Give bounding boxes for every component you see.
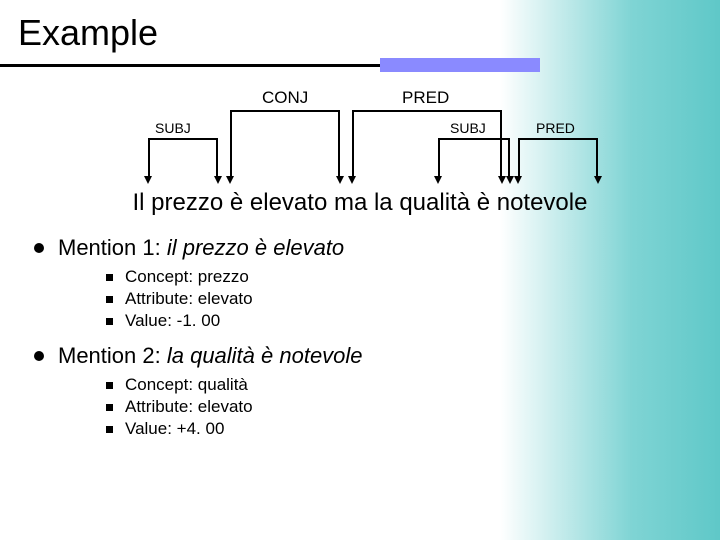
item-key: Concept	[125, 267, 188, 286]
arrow-pred1-r	[498, 176, 506, 184]
arrow-subj2-r	[506, 176, 514, 184]
item-val: elevato	[198, 397, 253, 416]
mention-1: Mention 1: il prezzo è elevato	[34, 235, 720, 261]
arrow-subj1-r	[214, 176, 222, 184]
bracket-subj1	[148, 138, 218, 140]
bullet-square-icon	[106, 404, 113, 411]
label-conj: CONJ	[262, 88, 308, 108]
slide-content: Example CONJ PRED SUBJ SUBJ	[0, 0, 720, 439]
bracket-subj2	[438, 138, 510, 140]
mention-1-items: Concept: prezzo Attribute: elevato Value…	[106, 267, 720, 331]
bracket-pred2	[518, 138, 598, 140]
list-item: Value: +4. 00	[106, 419, 720, 439]
bracket-conj	[230, 110, 340, 112]
arrow-pred1-l	[348, 176, 356, 184]
item-val: prezzo	[198, 267, 249, 286]
bullet-list: Mention 1: il prezzo è elevato Concept: …	[34, 235, 720, 439]
bullet-square-icon	[106, 274, 113, 281]
list-item: Concept: prezzo	[106, 267, 720, 287]
item-key: Attribute	[125, 397, 188, 416]
mention-1-text: il prezzo è elevato	[167, 235, 344, 260]
list-item: Attribute: elevato	[106, 397, 720, 417]
arrow-subj1-l	[144, 176, 152, 184]
mention-1-label: Mention 1:	[58, 235, 167, 260]
arrow-conj-l	[226, 176, 234, 184]
bullet-square-icon	[106, 382, 113, 389]
bullet-square-icon	[106, 296, 113, 303]
slide-title: Example	[0, 0, 720, 58]
arrow-subj2-l	[434, 176, 442, 184]
title-underline	[0, 58, 720, 72]
bracket-pred1	[352, 110, 502, 112]
bullet-square-icon	[106, 318, 113, 325]
bullet-dot-icon	[34, 243, 44, 253]
label-subj1: SUBJ	[155, 120, 191, 136]
item-key: Value	[125, 419, 167, 438]
label-pred1: PRED	[402, 88, 449, 108]
list-item: Concept: qualità	[106, 375, 720, 395]
list-item: Attribute: elevato	[106, 289, 720, 309]
label-subj2: SUBJ	[450, 120, 486, 136]
list-item: Value: -1. 00	[106, 311, 720, 331]
bullet-dot-icon	[34, 351, 44, 361]
mention-2-text: la qualità è notevole	[167, 343, 363, 368]
mention-2-items: Concept: qualità Attribute: elevato Valu…	[106, 375, 720, 439]
item-key: Attribute	[125, 289, 188, 308]
item-val: +4. 00	[177, 419, 225, 438]
label-pred2: PRED	[536, 120, 575, 136]
mention-2-label: Mention 2:	[58, 343, 167, 368]
dependency-diagram: CONJ PRED SUBJ SUBJ PRED	[40, 90, 680, 185]
item-key: Concept	[125, 375, 188, 394]
item-val: -1. 00	[177, 311, 220, 330]
arrow-pred2-l	[514, 176, 522, 184]
example-sentence: Il prezzo è elevato ma la qualità è note…	[0, 189, 720, 217]
underline-blue	[380, 58, 540, 72]
arrow-conj-r	[336, 176, 344, 184]
item-val: qualità	[198, 375, 248, 394]
mention-2: Mention 2: la qualità è notevole	[34, 343, 720, 369]
item-key: Value	[125, 311, 167, 330]
underline-black	[0, 64, 380, 67]
arrow-pred2-r	[594, 176, 602, 184]
bullet-square-icon	[106, 426, 113, 433]
item-val: elevato	[198, 289, 253, 308]
